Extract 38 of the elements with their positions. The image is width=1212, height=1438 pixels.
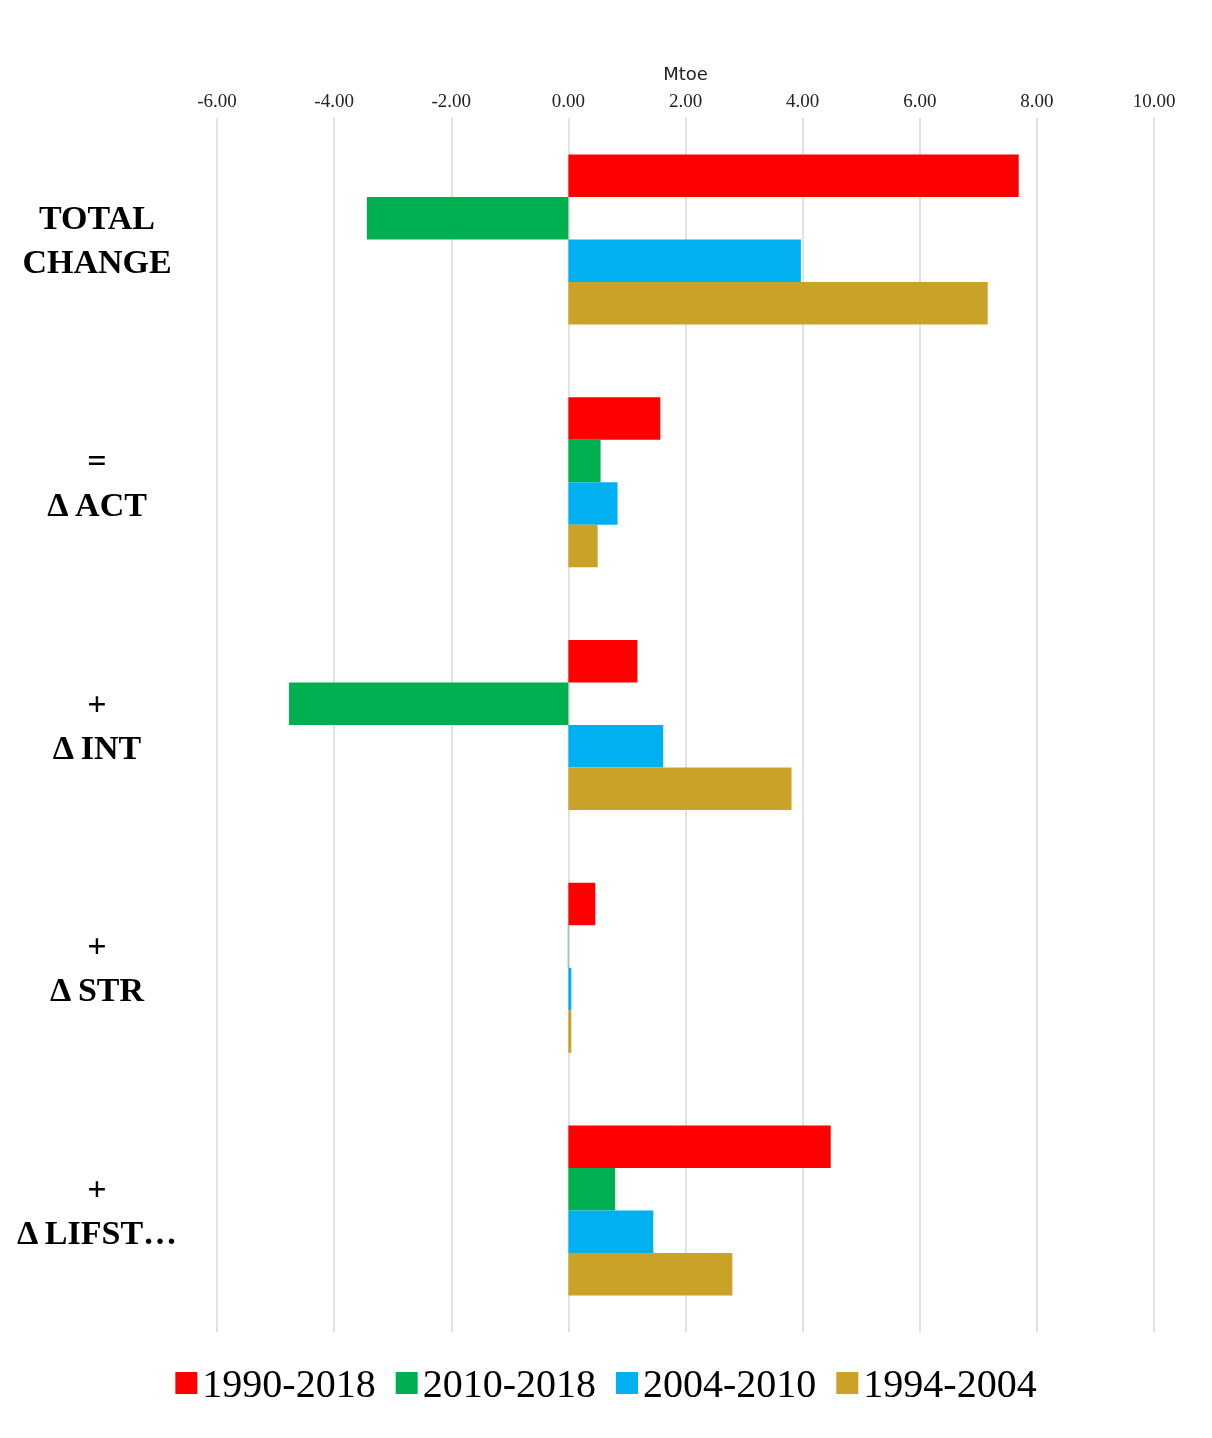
x-tick-label: 6.00: [903, 90, 937, 111]
bar: [568, 439, 601, 483]
bar: [568, 281, 988, 325]
bar: [568, 1125, 831, 1169]
x-tick-label: 10.00: [1132, 90, 1176, 111]
bar: [568, 640, 638, 683]
x-tick-label: -6.00: [197, 90, 237, 111]
bar: [289, 682, 569, 725]
x-tick-label: -2.00: [431, 90, 472, 111]
legend-label: 1994-2004: [863, 1360, 1037, 1406]
legend-label: 2010-2018: [422, 1360, 597, 1406]
y-tick-label: + Δ INT: [52, 684, 142, 766]
bar: [568, 154, 1019, 197]
legend-label: 2004-2010: [643, 1360, 817, 1406]
bar: [568, 767, 792, 810]
y-tick-label: + Δ LIFST…: [16, 1170, 178, 1252]
bar: [568, 397, 661, 440]
y-tick-label: + Δ STR: [49, 927, 145, 1009]
bar: [568, 967, 572, 1011]
y-tick-label: = Δ ACT: [47, 441, 148, 523]
bar: [568, 482, 618, 525]
x-tick-label: 0.00: [551, 90, 585, 111]
bar: [568, 1210, 654, 1254]
bar: [568, 725, 664, 768]
x-tick-label: 2.00: [668, 90, 703, 111]
x-tick-label: -4.00: [314, 90, 354, 111]
bar: [568, 1168, 616, 1211]
bar: [568, 239, 801, 282]
bar: [568, 1253, 733, 1296]
bar: [568, 1010, 572, 1053]
legend-label: 1990-2018: [202, 1360, 376, 1406]
x-axis-title: Mtoe: [663, 62, 708, 84]
bar: [568, 882, 596, 926]
x-tick-label: 8.00: [1020, 90, 1054, 111]
x-tick-label: 4.00: [786, 90, 820, 111]
bar: [568, 524, 598, 568]
y-tick-label: TOTAL CHANGE: [22, 198, 172, 280]
bar: [366, 196, 569, 240]
